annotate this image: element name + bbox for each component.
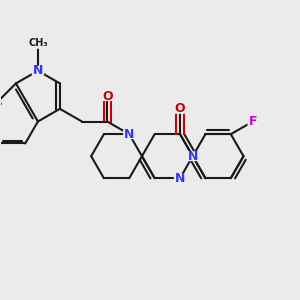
Text: O: O (175, 102, 185, 115)
Text: CH₃: CH₃ (28, 38, 48, 49)
Text: N: N (175, 172, 185, 185)
FancyBboxPatch shape (123, 129, 135, 139)
FancyBboxPatch shape (187, 151, 199, 161)
FancyBboxPatch shape (30, 39, 46, 49)
Text: N: N (124, 128, 134, 141)
FancyBboxPatch shape (174, 173, 186, 183)
FancyBboxPatch shape (101, 91, 113, 101)
FancyBboxPatch shape (174, 104, 186, 114)
FancyBboxPatch shape (248, 117, 258, 126)
FancyBboxPatch shape (32, 66, 44, 76)
Text: N: N (33, 64, 43, 77)
Text: O: O (102, 90, 112, 103)
Text: F: F (248, 115, 257, 128)
Text: N: N (188, 150, 198, 163)
